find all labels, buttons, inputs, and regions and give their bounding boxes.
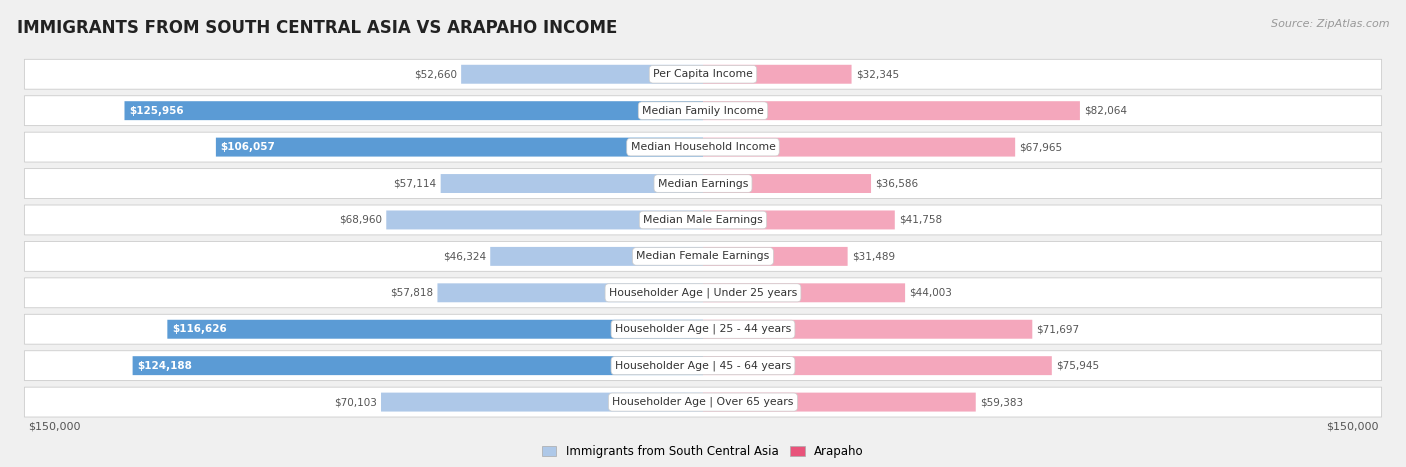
Text: Median Female Earnings: Median Female Earnings [637, 251, 769, 262]
Text: $150,000: $150,000 [28, 421, 80, 431]
Text: $116,626: $116,626 [172, 324, 226, 334]
Text: Median Male Earnings: Median Male Earnings [643, 215, 763, 225]
Text: $32,345: $32,345 [856, 69, 898, 79]
FancyBboxPatch shape [703, 247, 848, 266]
Text: $70,103: $70,103 [335, 397, 377, 407]
FancyBboxPatch shape [132, 356, 703, 375]
FancyBboxPatch shape [24, 96, 1382, 126]
Text: Householder Age | Under 25 years: Householder Age | Under 25 years [609, 288, 797, 298]
FancyBboxPatch shape [217, 138, 703, 156]
Text: $57,818: $57,818 [391, 288, 433, 298]
FancyBboxPatch shape [703, 138, 1015, 156]
Text: $46,324: $46,324 [443, 251, 486, 262]
Text: $31,489: $31,489 [852, 251, 894, 262]
FancyBboxPatch shape [703, 283, 905, 302]
Text: $68,960: $68,960 [339, 215, 382, 225]
FancyBboxPatch shape [167, 320, 703, 339]
FancyBboxPatch shape [381, 393, 703, 411]
FancyBboxPatch shape [703, 174, 872, 193]
FancyBboxPatch shape [703, 101, 1080, 120]
Text: $71,697: $71,697 [1036, 324, 1080, 334]
Text: $150,000: $150,000 [1326, 421, 1378, 431]
Text: Per Capita Income: Per Capita Income [652, 69, 754, 79]
FancyBboxPatch shape [125, 101, 703, 120]
FancyBboxPatch shape [703, 65, 852, 84]
Text: $75,945: $75,945 [1056, 361, 1099, 371]
Text: $124,188: $124,188 [138, 361, 193, 371]
FancyBboxPatch shape [24, 59, 1382, 89]
Text: $67,965: $67,965 [1019, 142, 1063, 152]
FancyBboxPatch shape [461, 65, 703, 84]
Legend: Immigrants from South Central Asia, Arapaho: Immigrants from South Central Asia, Arap… [543, 445, 863, 458]
Text: Householder Age | Over 65 years: Householder Age | Over 65 years [612, 397, 794, 407]
FancyBboxPatch shape [387, 211, 703, 229]
FancyBboxPatch shape [703, 211, 894, 229]
Text: $106,057: $106,057 [221, 142, 276, 152]
FancyBboxPatch shape [440, 174, 703, 193]
Text: $59,383: $59,383 [980, 397, 1024, 407]
FancyBboxPatch shape [703, 356, 1052, 375]
Text: $82,064: $82,064 [1084, 106, 1128, 116]
FancyBboxPatch shape [24, 314, 1382, 344]
FancyBboxPatch shape [24, 169, 1382, 198]
Text: Median Family Income: Median Family Income [643, 106, 763, 116]
FancyBboxPatch shape [703, 320, 1032, 339]
Text: $52,660: $52,660 [413, 69, 457, 79]
FancyBboxPatch shape [24, 241, 1382, 271]
Text: $57,114: $57,114 [394, 178, 436, 189]
FancyBboxPatch shape [703, 393, 976, 411]
Text: $36,586: $36,586 [875, 178, 918, 189]
Text: IMMIGRANTS FROM SOUTH CENTRAL ASIA VS ARAPAHO INCOME: IMMIGRANTS FROM SOUTH CENTRAL ASIA VS AR… [17, 19, 617, 37]
Text: $44,003: $44,003 [910, 288, 952, 298]
Text: Householder Age | 25 - 44 years: Householder Age | 25 - 44 years [614, 324, 792, 334]
Text: $41,758: $41,758 [898, 215, 942, 225]
FancyBboxPatch shape [24, 205, 1382, 235]
Text: Householder Age | 45 - 64 years: Householder Age | 45 - 64 years [614, 361, 792, 371]
FancyBboxPatch shape [24, 387, 1382, 417]
FancyBboxPatch shape [437, 283, 703, 302]
FancyBboxPatch shape [491, 247, 703, 266]
Text: Source: ZipAtlas.com: Source: ZipAtlas.com [1271, 19, 1389, 28]
Text: Median Earnings: Median Earnings [658, 178, 748, 189]
Text: Median Household Income: Median Household Income [630, 142, 776, 152]
Text: $125,956: $125,956 [129, 106, 184, 116]
FancyBboxPatch shape [24, 132, 1382, 162]
FancyBboxPatch shape [24, 351, 1382, 381]
FancyBboxPatch shape [24, 278, 1382, 308]
